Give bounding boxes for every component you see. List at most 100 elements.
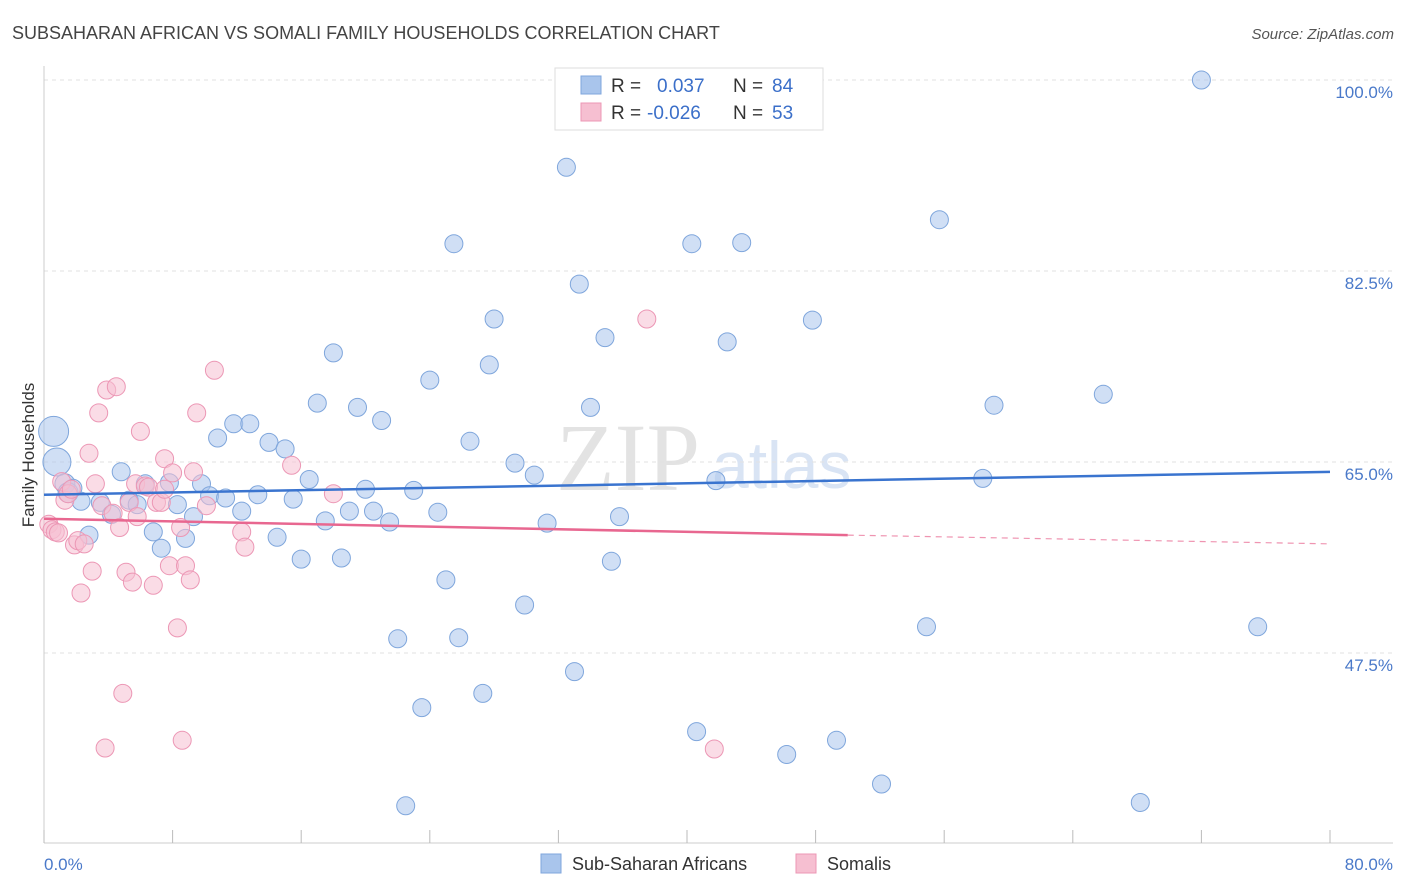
sub-saharan-point-60 <box>556 157 576 177</box>
legend-top: R = 0.037 N = 84 R = -0.026 N = 53 <box>554 67 824 131</box>
gridlines <box>44 79 1393 654</box>
sub-saharan-point-68 <box>687 722 707 742</box>
trendline-sub-saharan <box>43 470 1331 496</box>
sub-saharan-point-83 <box>1248 617 1268 637</box>
sub-saharan-point-33 <box>307 393 327 413</box>
somali-point-17 <box>95 738 115 758</box>
trendline-somalis-extension <box>847 534 1331 545</box>
x-tick-label-max: 80.0% <box>1345 855 1393 874</box>
sub-saharan-point-48 <box>428 502 448 522</box>
sub-saharan-point-77 <box>929 210 949 230</box>
somali-point-37 <box>167 618 187 638</box>
sub-saharan-point-56 <box>505 453 525 473</box>
sub-saharan-point-50 <box>444 234 464 254</box>
sub-saharan-point-63 <box>581 397 600 417</box>
sub-saharan-point-43 <box>388 629 408 649</box>
sub-saharan-point-69 <box>706 471 726 491</box>
sub-saharan-point-25 <box>240 414 260 434</box>
sub-saharan-point-76 <box>917 617 936 637</box>
legend-swatch-somalis <box>580 102 602 122</box>
bottom-legend-swatch-somalis <box>795 853 817 874</box>
legend-bottom: Sub-Saharan Africans Somalis <box>540 853 891 874</box>
series-somalis-points <box>39 309 724 759</box>
y-tick-label-2: 82.5% <box>1345 274 1393 293</box>
sub-saharan-point-80 <box>1093 384 1113 404</box>
sub-saharan-point-37 <box>339 501 359 521</box>
somali-point-52 <box>155 479 175 499</box>
somali-point-3 <box>49 523 68 543</box>
sub-saharan-point-32 <box>299 470 319 489</box>
somali-point-51 <box>704 739 724 759</box>
sub-saharan-point-55 <box>484 309 504 329</box>
sub-saharan-point-28 <box>267 527 287 547</box>
y-tick-label-3: 100.0% <box>1335 83 1393 102</box>
sub-saharan-point-14 <box>151 538 171 558</box>
sub-saharan-point-16 <box>167 495 187 515</box>
somali-point-44 <box>196 496 216 516</box>
bottom-legend-swatch-sub-saharan <box>540 853 562 874</box>
sub-saharan-point-66 <box>610 507 629 527</box>
sub-saharan-point-75 <box>872 774 891 794</box>
trendlines <box>43 470 1331 545</box>
somali-point-38 <box>171 518 191 537</box>
legend-r-value-2: -0.026 <box>647 103 701 124</box>
sub-saharan-point-9 <box>111 462 131 482</box>
somali-point-25 <box>122 572 142 592</box>
sub-saharan-point-35 <box>323 343 343 363</box>
watermark-atlas: atlas <box>712 428 851 502</box>
bottom-legend-label-somalis: Somalis <box>827 854 891 874</box>
sub-saharan-point-42 <box>380 512 400 532</box>
sub-saharan-point-40 <box>364 501 383 521</box>
sub-saharan-point-31 <box>291 549 311 569</box>
somali-point-36 <box>163 463 183 483</box>
y-tick-label-0: 47.5% <box>1345 656 1393 675</box>
sub-saharan-point-82 <box>1191 70 1211 90</box>
sub-saharan-point-27 <box>259 432 279 452</box>
sub-saharan-point-38 <box>348 397 367 417</box>
legend-n-label-1: N = <box>733 76 763 97</box>
somali-point-42 <box>184 462 203 482</box>
legend-swatch-sub-saharan <box>580 75 602 95</box>
somali-point-10 <box>71 583 91 603</box>
somali-point-21 <box>110 518 130 537</box>
sub-saharan-point-57 <box>515 595 535 615</box>
x-tick-label-min: 0.0% <box>44 855 83 874</box>
sub-saharan-point-23 <box>224 414 244 434</box>
sub-saharan-point-22 <box>216 488 236 508</box>
legend-n-label-2: N = <box>733 103 763 124</box>
sub-saharan-point-53 <box>473 683 493 703</box>
somali-point-35 <box>159 556 179 576</box>
sub-saharan-point-13 <box>143 522 163 542</box>
somali-point-27 <box>127 507 147 527</box>
legend-n-value-2: 53 <box>772 103 793 124</box>
sub-saharan-point-65 <box>601 551 621 571</box>
somali-point-43 <box>187 403 207 423</box>
sub-saharan-point-24 <box>232 501 252 521</box>
sub-saharan-point-67 <box>682 234 702 254</box>
sub-saharan-point-81 <box>1130 793 1150 812</box>
somali-point-12 <box>79 443 99 463</box>
somali-point-50 <box>637 309 657 329</box>
watermark: ZIP atlas <box>556 404 851 511</box>
sub-saharan-point-34 <box>315 511 335 531</box>
legend-r-value-1: 0.037 <box>657 76 705 97</box>
y-axis-title: Family Households <box>19 383 38 528</box>
somali-point-48 <box>282 455 302 475</box>
somali-point-15 <box>89 403 109 423</box>
sub-saharan-point-58 <box>524 465 544 485</box>
somali-point-39 <box>172 730 192 750</box>
sub-saharan-point-64 <box>595 328 615 348</box>
somali-point-22 <box>113 683 133 703</box>
watermark-zip: ZIP <box>556 404 700 511</box>
somali-point-14 <box>85 474 105 494</box>
sub-saharan-point-49 <box>436 570 456 590</box>
sub-saharan-point-29 <box>275 439 295 459</box>
legend-r-label-2: R = <box>611 103 641 124</box>
sub-saharan-point-74 <box>827 730 846 750</box>
sub-saharan-point-44 <box>396 796 416 816</box>
legend-r-label-1: R = <box>611 76 641 97</box>
chart-title: SUBSAHARAN AFRICAN VS SOMALI FAMILY HOUS… <box>12 23 720 43</box>
somali-point-28 <box>130 421 150 441</box>
somali-point-41 <box>180 570 200 590</box>
